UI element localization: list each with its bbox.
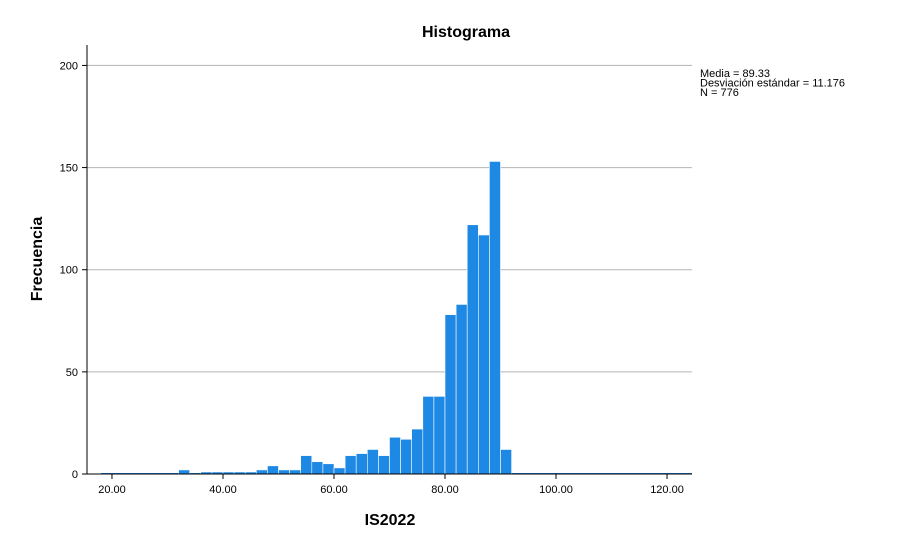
histogram-bar bbox=[400, 438, 413, 475]
histogram-bar bbox=[267, 465, 279, 475]
y-axis-title: Frecuencia bbox=[29, 217, 46, 302]
histogram-bar bbox=[411, 428, 424, 475]
chart-title: Histograma bbox=[422, 24, 510, 41]
histogram-bar bbox=[178, 469, 190, 475]
histogram-bar bbox=[255, 469, 268, 475]
x-tick-label: 60.00 bbox=[320, 484, 348, 496]
histogram-bar bbox=[500, 449, 512, 475]
x-tick-label: 120.00 bbox=[650, 484, 684, 496]
histogram-bar bbox=[378, 455, 390, 475]
histogram-bar bbox=[478, 234, 490, 475]
histogram-bar bbox=[322, 463, 335, 475]
histogram-bar bbox=[433, 396, 446, 475]
histogram-bar bbox=[366, 449, 379, 475]
histogram-bar bbox=[344, 455, 357, 475]
y-tick-label: 150 bbox=[60, 163, 78, 175]
histogram-bar bbox=[311, 461, 324, 475]
histogram-bar bbox=[389, 436, 401, 475]
histogram-bar bbox=[289, 469, 301, 475]
y-tick-label: 100 bbox=[60, 265, 78, 277]
histogram-bar bbox=[355, 453, 368, 475]
axes bbox=[82, 45, 692, 479]
y-tick-label: 50 bbox=[66, 367, 78, 379]
statistics-line: Desviación estándar = 11.176 bbox=[700, 78, 845, 90]
y-tick-label: 200 bbox=[60, 60, 78, 72]
statistics-line: Media = 89.33 bbox=[700, 68, 770, 80]
histogram-bar bbox=[489, 161, 501, 475]
x-axis-title: IS2022 bbox=[365, 512, 416, 529]
x-tick-label: 80.00 bbox=[431, 484, 459, 496]
histogram-bar bbox=[300, 455, 313, 475]
y-tick-label: 0 bbox=[72, 469, 78, 481]
histogram-bar bbox=[422, 396, 435, 475]
statistics-line: N = 776 bbox=[700, 87, 739, 99]
tick-labels: 0 50 100 150 200 20.00 40.00 60.00 80.00 100.00 12… bbox=[60, 60, 684, 496]
histogram-bar bbox=[455, 304, 468, 475]
histogram-bar bbox=[278, 469, 290, 475]
x-tick-label: 20.00 bbox=[98, 484, 126, 496]
histogram-bar bbox=[466, 224, 479, 475]
grid-lines bbox=[87, 64, 692, 373]
histogram-bar bbox=[333, 467, 346, 475]
histogram-bar bbox=[444, 314, 457, 475]
histogram-bars bbox=[101, 161, 692, 475]
x-tick-label: 40.00 bbox=[209, 484, 237, 496]
x-tick-label: 100.00 bbox=[539, 484, 573, 496]
